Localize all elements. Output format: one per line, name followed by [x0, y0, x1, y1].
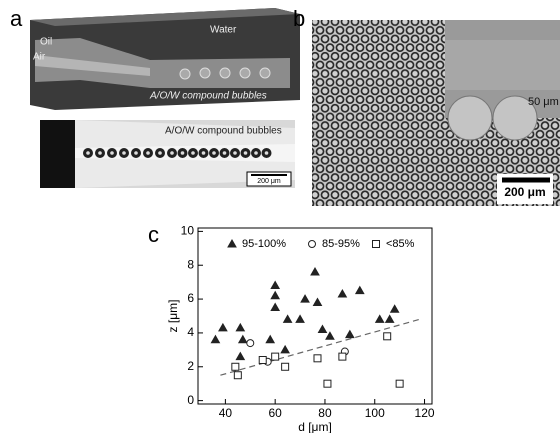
triangle-marker: [210, 334, 221, 344]
x-tick-label: 120: [415, 406, 435, 420]
bubble-core: [158, 151, 162, 155]
scatter-chart: 40 60 80 100 120 0 2 4 6 8 10 d [μm] z [μm] 95-100% 85…: [166, 224, 435, 433]
legend-label: 95-100%: [242, 238, 286, 250]
triangle-marker: [325, 331, 335, 340]
label-water: Water: [210, 25, 237, 36]
triangle-marker: [317, 324, 328, 334]
triangle-marker: [270, 290, 281, 300]
label-bubbles: A/O/W compound bubbles: [149, 91, 267, 102]
x-axis-label: d [μm]: [298, 420, 332, 433]
bubble-core: [86, 151, 90, 155]
triangle-marker: [374, 314, 385, 323]
bubble-core: [134, 151, 138, 155]
triangle-marker: [237, 334, 248, 344]
bubble-core: [212, 151, 216, 155]
circle-marker: [246, 339, 255, 348]
square-marker: [258, 356, 267, 364]
bubble-core: [98, 151, 102, 155]
bubble-core: [110, 151, 114, 155]
square-marker: [323, 379, 332, 388]
bubble-core: [170, 151, 174, 155]
square-marker: [383, 332, 392, 341]
square-marker: [231, 362, 240, 371]
legend-marker: [227, 238, 237, 248]
packed-bubbles: 50 μm: [312, 20, 560, 206]
triangle-marker: [389, 304, 400, 313]
square-marker: [271, 352, 280, 361]
label-air: Air: [33, 52, 46, 63]
triangle-marker: [344, 329, 355, 339]
bubble-core: [201, 151, 206, 155]
label-oil: Oil: [40, 37, 52, 48]
bubble-core: [146, 151, 150, 155]
square-marker: [395, 379, 404, 388]
bubble-core: [191, 151, 195, 155]
triangle-marker: [354, 285, 365, 295]
square-marker: [313, 354, 322, 363]
inset-scale-label: 50 μm: [528, 96, 559, 108]
bubble-core: [122, 151, 126, 155]
y-tick-label: 2: [187, 359, 194, 373]
x-tick-label: 40: [219, 406, 233, 420]
bubble-core: [264, 151, 269, 155]
x-tick-label: 100: [365, 406, 385, 420]
y-tick-label: 4: [187, 325, 194, 339]
bubble-core: [222, 151, 227, 155]
channel-device: [30, 8, 300, 110]
bubble-core: [233, 151, 237, 155]
bubble-row: [83, 148, 272, 158]
triangle-marker: [295, 314, 305, 323]
legend-marker: [372, 240, 380, 248]
triangle-marker: [337, 288, 348, 298]
scale-label: 200 μm: [504, 185, 545, 199]
panel-label: c: [148, 222, 159, 247]
triangle-marker: [280, 344, 290, 354]
panel-label: a: [10, 6, 23, 31]
triangle-marker: [270, 280, 281, 290]
triangle-marker: [218, 322, 228, 332]
legend-marker: [308, 240, 316, 248]
triangle-marker: [270, 302, 281, 312]
square-marker: [338, 352, 347, 361]
y-tick-label: 6: [187, 291, 194, 305]
y-tick-label: 10: [181, 224, 195, 238]
bubble-core: [254, 151, 258, 155]
label-bubbles: A/O/W compound bubbles: [165, 126, 282, 137]
triangle-marker: [235, 322, 246, 332]
square-marker: [281, 362, 290, 371]
triangle-marker: [235, 351, 246, 361]
legend-label: 85-95%: [322, 238, 360, 250]
triangle-marker: [312, 297, 323, 306]
plot-frame: [197, 227, 433, 405]
trend-line: [220, 318, 420, 376]
triangle-marker: [310, 266, 320, 276]
bubble-core: [180, 151, 185, 155]
panel-label: b: [293, 6, 305, 31]
y-tick-label: 8: [187, 257, 194, 271]
x-tick-label: 80: [318, 406, 332, 420]
x-tick-label: 60: [268, 406, 282, 420]
bubble-core: [243, 151, 248, 155]
y-axis-label: z [μm]: [166, 300, 180, 333]
triangle-marker: [300, 294, 310, 303]
y-tick-label: 0: [187, 393, 194, 407]
scale-label: 200 μm: [257, 178, 281, 185]
triangle-marker: [282, 314, 293, 323]
triangle-marker: [384, 314, 395, 323]
square-marker: [233, 371, 242, 380]
triangle-marker: [265, 334, 276, 344]
legend-label: <85%: [386, 238, 415, 250]
